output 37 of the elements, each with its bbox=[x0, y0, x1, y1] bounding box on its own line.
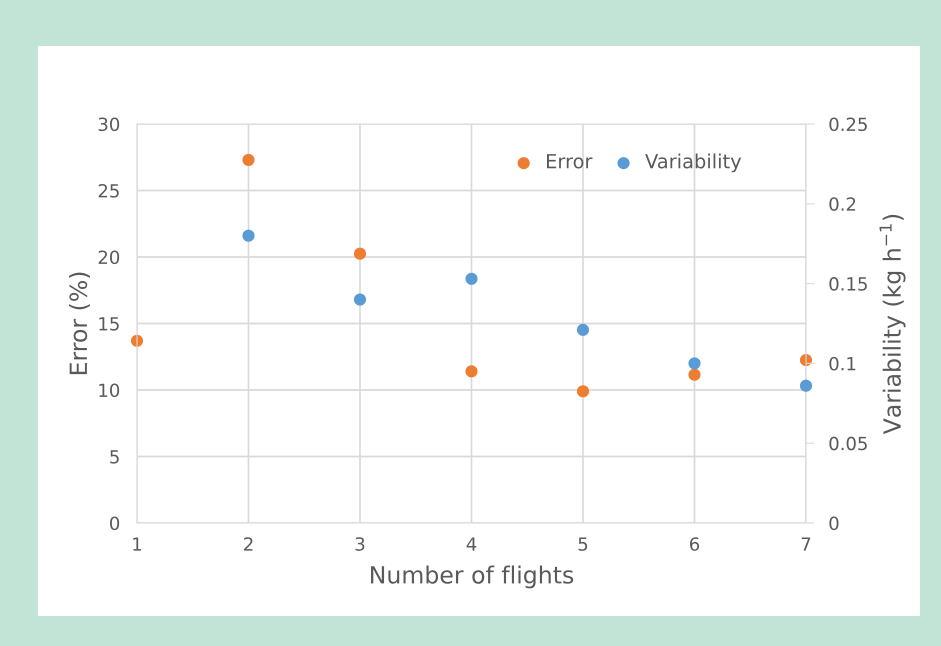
point bbox=[354, 248, 366, 260]
y2-tick-label: 0 bbox=[829, 516, 839, 530]
point bbox=[576, 385, 590, 398]
y-axis-title: Error (%) bbox=[68, 272, 90, 374]
x-tick-label: 3 bbox=[356, 537, 364, 551]
x-tick-label: 5 bbox=[578, 537, 588, 551]
point bbox=[354, 293, 366, 306]
x-tick-label: 7 bbox=[802, 537, 810, 551]
x-tick-label: 6 bbox=[690, 537, 700, 551]
point bbox=[465, 365, 478, 378]
point bbox=[242, 154, 255, 166]
x-tick-label: 1 bbox=[133, 537, 142, 551]
y2-tick-label: 0.2 bbox=[829, 197, 856, 211]
x-tick-label: 2 bbox=[244, 537, 252, 551]
y-tick-label: 0 bbox=[110, 516, 120, 530]
point bbox=[688, 368, 701, 381]
y2-tick-label: 0.05 bbox=[829, 436, 867, 450]
y-tick-label: 10 bbox=[99, 383, 120, 398]
legend-label: Error bbox=[546, 154, 592, 169]
point bbox=[130, 334, 144, 347]
y2-tick-label: 0.25 bbox=[829, 117, 867, 132]
y2-tick-label: 0.1 bbox=[829, 356, 856, 371]
y-tick-label: 20 bbox=[98, 250, 120, 264]
y-tick-label: 15 bbox=[99, 317, 119, 331]
y-tick-label: 25 bbox=[98, 184, 119, 198]
legend-label: Variability bbox=[645, 153, 742, 172]
y2-axis-title: Variability (kg h$^{−1}$) bbox=[880, 214, 906, 434]
x-tick-label: 4 bbox=[466, 537, 476, 551]
y-tick-label: 30 bbox=[98, 117, 120, 132]
y2-tick-label: 0.15 bbox=[829, 277, 867, 291]
point bbox=[688, 357, 701, 370]
point bbox=[576, 324, 590, 336]
y-tick-label: 5 bbox=[110, 450, 119, 464]
point bbox=[800, 380, 812, 392]
point bbox=[242, 230, 255, 242]
x-axis-title: Number of flights bbox=[371, 565, 574, 588]
point bbox=[465, 272, 478, 285]
